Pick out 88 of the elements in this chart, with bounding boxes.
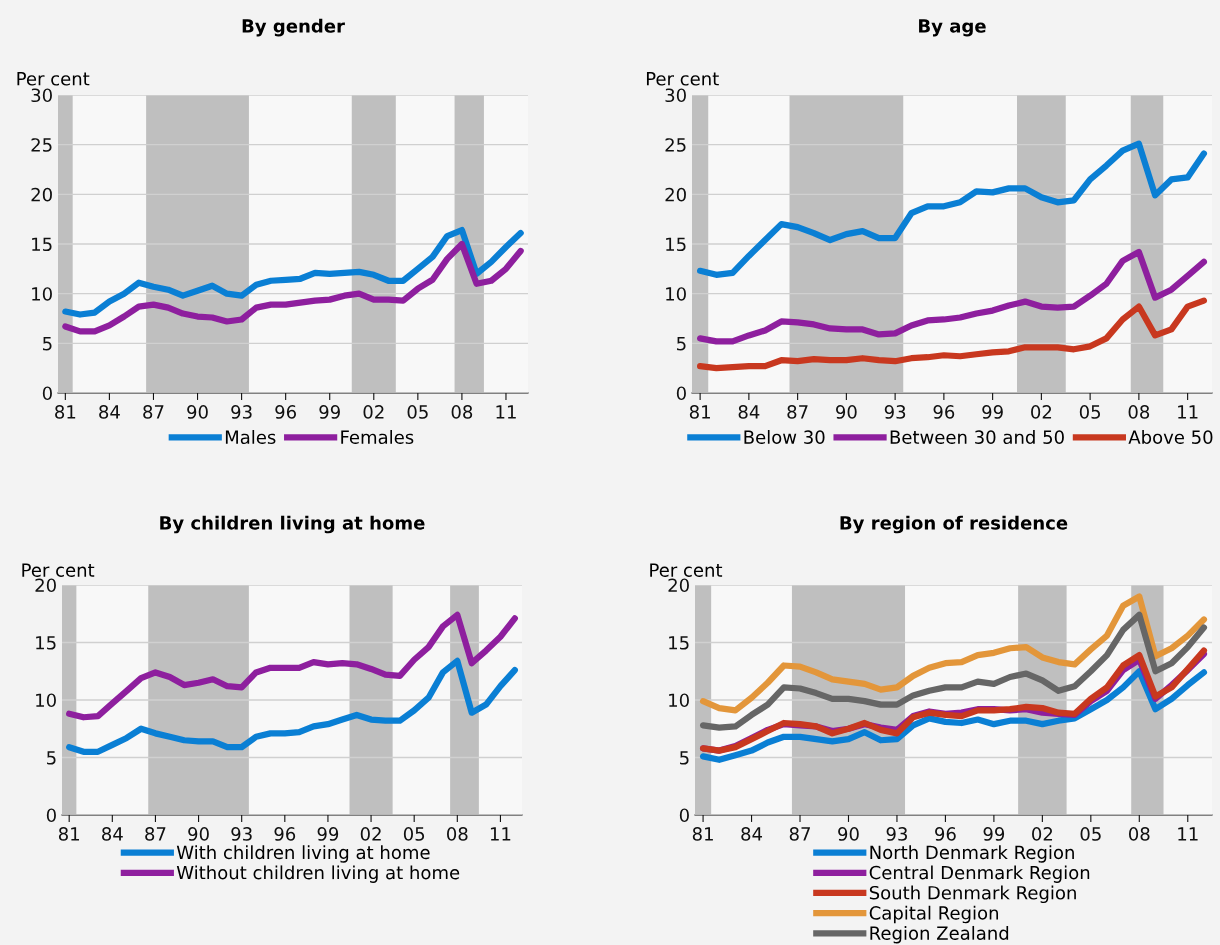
- x-tick-label: 05: [407, 405, 428, 419]
- y-tick-label: 25: [31, 138, 52, 152]
- x-tick-label: 93: [886, 827, 907, 841]
- legend-label: Without children living at home: [176, 865, 460, 883]
- chart-title: By age: [919, 19, 986, 37]
- x-tick-label: 11: [496, 405, 516, 419]
- y-tick-label: 5: [677, 337, 686, 351]
- x-tick-label: 93: [231, 827, 252, 841]
- x-tick-label: 84: [99, 405, 120, 419]
- legend-label: Central Denmark Region: [869, 865, 1090, 883]
- y-tick-label: 15: [666, 237, 686, 252]
- y-tick-label: 5: [43, 337, 52, 351]
- y-tick-label: 15: [32, 237, 52, 252]
- y-tick-label: 0: [676, 386, 686, 401]
- x-tick-label: 90: [838, 827, 859, 841]
- x-tick-label: 99: [982, 405, 1003, 419]
- x-tick-label: 90: [188, 827, 209, 841]
- legend-label: Above 50: [1128, 430, 1213, 444]
- x-tick-label: 84: [741, 827, 763, 841]
- x-tick-label: 08: [447, 827, 468, 841]
- y-tick-label: 20: [668, 578, 689, 593]
- x-tick-label: 87: [789, 827, 810, 841]
- x-tick-label: 08: [1129, 827, 1150, 841]
- x-tick-label: 90: [836, 405, 857, 419]
- legend-label: North Denmark Region: [870, 845, 1074, 863]
- legend-label: Region Zealand: [870, 925, 1009, 944]
- y-tick-label: 15: [36, 636, 56, 650]
- legend-label: Capital Region: [869, 905, 998, 924]
- x-tick-label: 81: [58, 827, 80, 841]
- y-tick-label: 10: [666, 287, 686, 301]
- x-tick-label: 99: [317, 827, 339, 841]
- x-tick-label: 96: [275, 405, 297, 419]
- x-tick-label: 87: [145, 827, 166, 841]
- y-tick-label: 5: [47, 751, 56, 765]
- x-tick-label: 84: [102, 827, 123, 841]
- x-tick-label: 93: [884, 405, 906, 419]
- y-tick-label: 20: [665, 187, 686, 202]
- y-tick-label: 10: [36, 693, 56, 708]
- x-tick-label: 99: [319, 405, 340, 419]
- legend-label: Females: [341, 430, 414, 444]
- y-tick-label: 10: [32, 287, 52, 301]
- x-tick-label: 05: [1079, 405, 1101, 419]
- y-axis-title: Per cent: [17, 72, 90, 86]
- x-tick-label: 81: [689, 405, 710, 419]
- x-tick-label: 02: [360, 827, 381, 841]
- x-tick-label: 96: [935, 827, 956, 841]
- x-tick-label: 93: [231, 405, 252, 419]
- y-tick-label: 0: [679, 808, 689, 823]
- x-tick-label: 05: [1080, 827, 1101, 841]
- y-tick-label: 20: [35, 578, 56, 593]
- x-tick-label: 05: [403, 827, 425, 841]
- legend-label: With children living at home: [176, 845, 430, 863]
- y-tick-label: 15: [669, 636, 689, 650]
- legend-label: Between 30 and 50: [890, 430, 1064, 444]
- x-tick-label: 02: [1032, 827, 1053, 841]
- legend-label: South Denmark Region: [869, 885, 1076, 904]
- x-tick-label: 87: [787, 405, 808, 419]
- y-tick-label: 20: [31, 187, 52, 202]
- y-axis-title: Per cent: [22, 563, 95, 577]
- y-tick-label: 10: [669, 693, 689, 708]
- x-tick-label: 08: [451, 405, 473, 419]
- x-tick-label: 81: [692, 827, 713, 841]
- y-tick-label: 25: [665, 138, 686, 152]
- y-tick-label: 0: [42, 386, 52, 401]
- x-tick-label: 87: [143, 405, 164, 419]
- x-tick-label: 02: [363, 405, 384, 419]
- chart-title: By children living at home: [160, 515, 425, 534]
- chart-title: By gender: [242, 18, 345, 37]
- x-tick-label: 96: [274, 827, 296, 841]
- y-axis-title: Per cent: [650, 563, 723, 577]
- y-tick-label: 0: [46, 808, 56, 823]
- x-tick-label: 81: [55, 405, 76, 419]
- y-tick-label: 5: [680, 751, 689, 765]
- y-tick-label: 30: [31, 88, 52, 103]
- x-tick-label: 02: [1031, 405, 1052, 419]
- y-tick-label: 30: [665, 88, 686, 103]
- legend-label: Males: [225, 430, 276, 444]
- x-tick-label: 84: [738, 405, 760, 419]
- x-tick-label: 11: [1178, 827, 1198, 841]
- x-tick-label: 08: [1128, 405, 1150, 419]
- chart-title: By region of residence: [840, 515, 1068, 534]
- x-tick-label: 96: [933, 405, 955, 419]
- y-axis-title: Per cent: [646, 72, 719, 86]
- x-tick-label: 90: [187, 405, 208, 419]
- legend-label: Below 30: [744, 430, 825, 444]
- x-tick-label: 11: [490, 827, 511, 841]
- x-tick-label: 11: [1178, 405, 1198, 419]
- x-tick-label: 99: [983, 827, 1005, 841]
